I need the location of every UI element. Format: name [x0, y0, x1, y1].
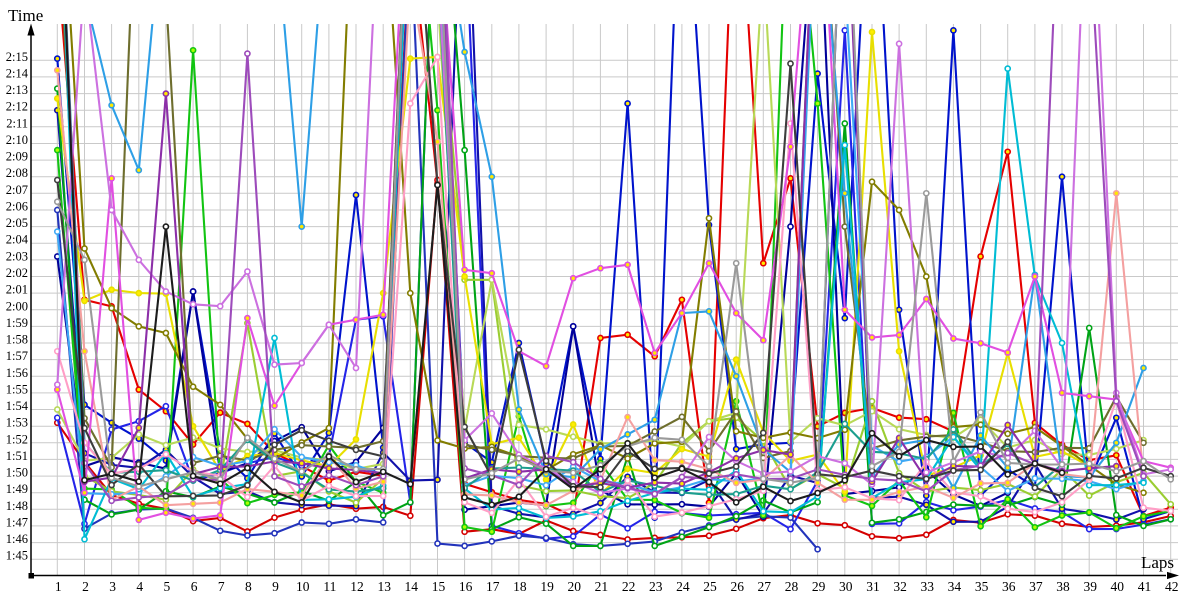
svg-text:12: 12: [350, 579, 364, 594]
svg-text:41: 41: [1138, 579, 1152, 594]
svg-text:6: 6: [191, 579, 198, 594]
svg-text:2:11: 2:11: [6, 116, 28, 130]
svg-text:1:52: 1:52: [6, 432, 28, 446]
svg-text:32: 32: [893, 579, 907, 594]
svg-text:1:54: 1:54: [6, 399, 29, 413]
svg-text:21: 21: [595, 579, 609, 594]
svg-text:2:07: 2:07: [6, 183, 28, 197]
svg-text:2:12: 2:12: [6, 100, 28, 114]
svg-text:20: 20: [567, 579, 581, 594]
svg-text:31: 31: [866, 579, 880, 594]
svg-text:Laps: Laps: [1141, 553, 1174, 572]
svg-text:37: 37: [1029, 579, 1043, 594]
svg-text:1:50: 1:50: [6, 466, 28, 480]
svg-text:14: 14: [405, 579, 419, 594]
svg-text:2:02: 2:02: [6, 266, 28, 280]
svg-text:33: 33: [921, 579, 935, 594]
svg-text:9: 9: [272, 579, 279, 594]
svg-text:1:57: 1:57: [6, 349, 28, 363]
svg-text:2:13: 2:13: [6, 83, 28, 97]
svg-text:34: 34: [948, 579, 962, 594]
svg-text:8: 8: [245, 579, 252, 594]
svg-text:1:56: 1:56: [6, 366, 28, 380]
svg-text:1:46: 1:46: [6, 532, 28, 546]
svg-text:1:48: 1:48: [6, 499, 28, 513]
svg-text:1:59: 1:59: [6, 316, 28, 330]
svg-text:2: 2: [82, 579, 89, 594]
svg-text:26: 26: [730, 579, 744, 594]
svg-text:19: 19: [540, 579, 554, 594]
svg-text:29: 29: [812, 579, 826, 594]
svg-text:28: 28: [785, 579, 799, 594]
svg-text:40: 40: [1111, 579, 1125, 594]
svg-text:1:55: 1:55: [6, 382, 28, 396]
svg-text:2:01: 2:01: [6, 283, 28, 297]
svg-text:2:08: 2:08: [6, 166, 28, 180]
svg-text:39: 39: [1083, 579, 1097, 594]
svg-text:4: 4: [136, 579, 143, 594]
svg-text:1:49: 1:49: [6, 482, 28, 496]
svg-text:1:47: 1:47: [6, 515, 28, 529]
svg-text:1:51: 1:51: [6, 449, 28, 463]
svg-text:3: 3: [109, 579, 116, 594]
svg-text:2:10: 2:10: [6, 133, 28, 147]
svg-text:15: 15: [432, 579, 446, 594]
svg-text:42: 42: [1165, 579, 1179, 594]
svg-text:2:15: 2:15: [6, 50, 28, 64]
svg-text:30: 30: [839, 579, 853, 594]
svg-text:2:04: 2:04: [6, 233, 29, 247]
svg-text:2:05: 2:05: [6, 216, 28, 230]
svg-text:Time: Time: [8, 6, 43, 25]
svg-text:27: 27: [758, 579, 772, 594]
svg-text:1:45: 1:45: [6, 549, 28, 563]
svg-text:7: 7: [218, 579, 225, 594]
svg-text:1:58: 1:58: [6, 333, 28, 347]
svg-text:1:53: 1:53: [6, 416, 28, 430]
svg-text:10: 10: [296, 579, 310, 594]
svg-text:5: 5: [164, 579, 171, 594]
svg-text:16: 16: [459, 579, 473, 594]
svg-text:2:00: 2:00: [6, 299, 28, 313]
svg-text:17: 17: [486, 579, 500, 594]
svg-text:2:14: 2:14: [6, 66, 29, 80]
svg-text:38: 38: [1056, 579, 1070, 594]
svg-text:11: 11: [323, 579, 336, 594]
svg-text:25: 25: [703, 579, 717, 594]
svg-text:35: 35: [975, 579, 989, 594]
svg-text:1: 1: [55, 579, 62, 594]
svg-text:23: 23: [649, 579, 663, 594]
svg-text:24: 24: [676, 579, 690, 594]
svg-text:36: 36: [1002, 579, 1016, 594]
svg-text:13: 13: [377, 579, 391, 594]
svg-text:2:09: 2:09: [6, 150, 28, 164]
svg-text:2:03: 2:03: [6, 249, 28, 263]
svg-text:2:06: 2:06: [6, 200, 28, 214]
svg-text:22: 22: [622, 579, 636, 594]
svg-text:18: 18: [513, 579, 527, 594]
